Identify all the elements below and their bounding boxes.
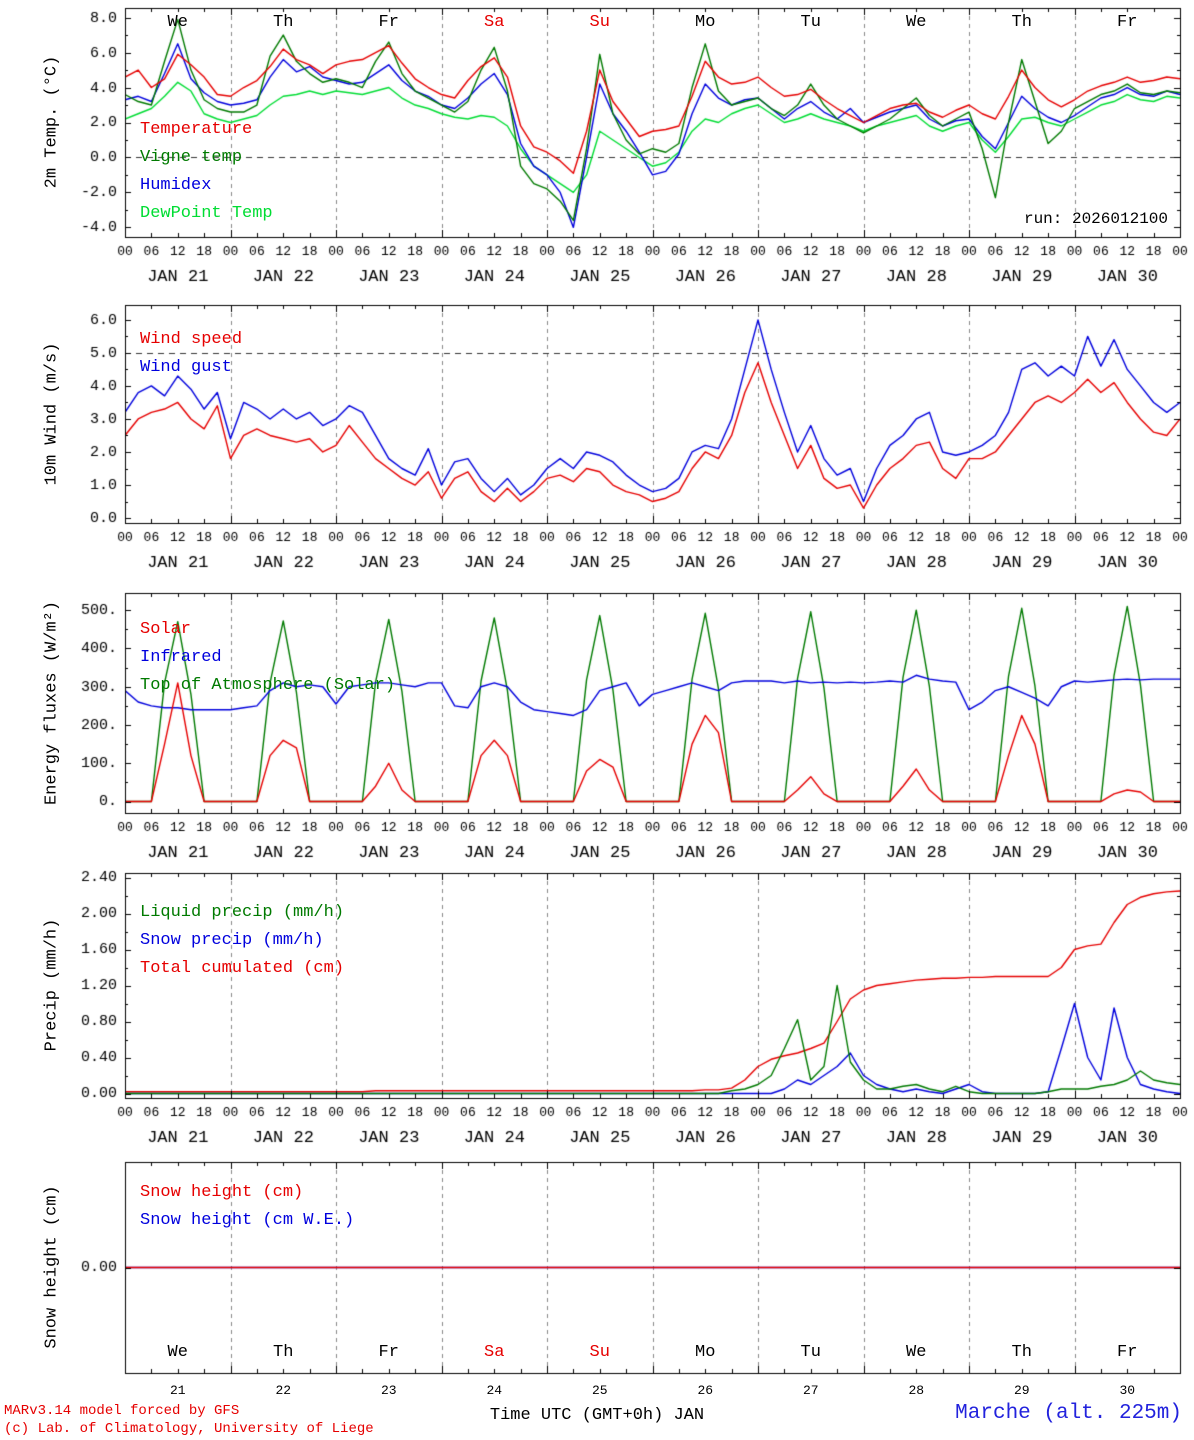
y-axis-title-precip: Precip (mm/h) bbox=[42, 918, 62, 1052]
run-label: run: 2026012100 bbox=[1023, 210, 1168, 228]
x-axis-title: Time UTC (GMT+0h) JAN bbox=[489, 1406, 705, 1425]
model-credit-line: MARv3.14 model forced by GFS bbox=[4, 1403, 240, 1419]
y-axis-title-energy: Energy fluxes (W/m²) bbox=[42, 600, 62, 806]
lab-credit-line: (c) Lab. of Climatology, University of L… bbox=[4, 1421, 374, 1437]
y-axis-title-wind: 10m Wind (m/s) bbox=[42, 342, 62, 486]
footer-credits: MARv3.14 model forced by GFS (c) Lab. of… bbox=[4, 1402, 374, 1438]
y-axis-title-snow-height: Snow height (cm) bbox=[42, 1185, 62, 1349]
y-axis-title-temperature: 2m Temp. (°C) bbox=[42, 55, 62, 189]
station-label: Marche (alt. 225m) bbox=[955, 1402, 1182, 1425]
